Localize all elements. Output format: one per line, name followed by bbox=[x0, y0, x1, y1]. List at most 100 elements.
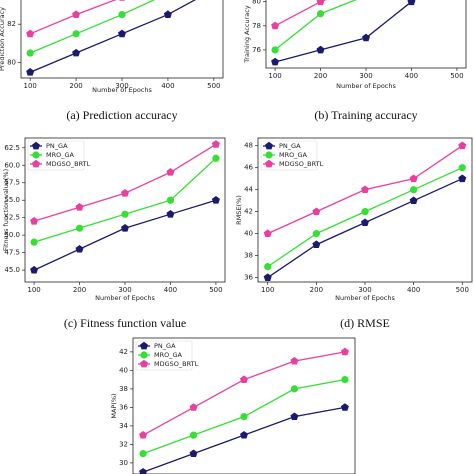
series-line bbox=[274, 0, 416, 63]
marker bbox=[312, 207, 321, 216]
marker bbox=[290, 356, 299, 365]
caption: (a) Prediction accuracy bbox=[66, 108, 177, 122]
legend-label: MRO_GA bbox=[279, 151, 308, 159]
marker bbox=[189, 449, 198, 458]
y-tick-label: 48 bbox=[244, 142, 253, 150]
marker bbox=[271, 57, 280, 66]
x-tick-label: 200 bbox=[314, 72, 327, 80]
marker bbox=[189, 403, 198, 411]
y-tick-label: 47.5 bbox=[4, 249, 20, 257]
axes-frame bbox=[257, 137, 473, 283]
y-tick-label: 44 bbox=[244, 186, 253, 194]
y-tick-label: 52.5 bbox=[4, 214, 20, 222]
marker bbox=[271, 46, 279, 54]
marker bbox=[75, 224, 84, 232]
marker bbox=[316, 10, 325, 18]
series-line bbox=[29, 0, 117, 35]
marker bbox=[340, 347, 349, 356]
series-line bbox=[267, 167, 463, 268]
chart: 45.0 47.5 50.0 52.5 55.0 57.5 60.0 62.5 100 200 30… bbox=[2, 137, 226, 330]
marker bbox=[30, 238, 38, 246]
y-tick-label: 45.0 bbox=[4, 266, 20, 274]
marker bbox=[271, 21, 280, 30]
x-tick-label: 100 bbox=[23, 82, 36, 90]
marker bbox=[265, 159, 273, 168]
x-axis-label: Number of Epochs bbox=[92, 86, 152, 94]
marker bbox=[362, 33, 370, 42]
axes-frame bbox=[20, 0, 224, 79]
marker bbox=[265, 151, 273, 159]
marker bbox=[139, 450, 147, 458]
y-tick-label: 42 bbox=[244, 208, 253, 216]
marker bbox=[240, 430, 248, 439]
x-tick-label: 500 bbox=[450, 72, 463, 80]
marker bbox=[30, 265, 39, 274]
x-tick-label: 100 bbox=[27, 286, 40, 294]
marker bbox=[316, 0, 325, 6]
x-tick-label: 100 bbox=[268, 72, 281, 80]
marker bbox=[121, 189, 129, 197]
legend-label: MRO_GA bbox=[46, 151, 75, 159]
y-tick-label: 34 bbox=[119, 422, 128, 430]
y-tick-label: 76 bbox=[252, 46, 261, 54]
marker bbox=[410, 186, 418, 194]
marker bbox=[458, 164, 466, 172]
x-tick-label: 300 bbox=[115, 82, 128, 90]
marker bbox=[72, 10, 81, 18]
marker bbox=[26, 68, 35, 76]
x-tick-label: 300 bbox=[358, 286, 371, 294]
series-line bbox=[274, 0, 357, 51]
x-tick-label: 500 bbox=[456, 286, 469, 294]
legend-box bbox=[135, 340, 193, 371]
y-tick-label: 62.5 bbox=[4, 144, 20, 152]
marker bbox=[211, 140, 220, 148]
x-tick-label: 200 bbox=[69, 82, 82, 90]
x-tick-label: 500 bbox=[207, 82, 220, 90]
y-tick-label: 82 bbox=[7, 20, 16, 28]
x-axis-label: Number of Epochs bbox=[95, 294, 155, 302]
plot-area bbox=[271, 0, 416, 66]
marker bbox=[409, 196, 418, 205]
marker bbox=[140, 341, 148, 350]
plot-area bbox=[26, 0, 197, 76]
marker bbox=[75, 203, 84, 211]
legend-label: PN_GA bbox=[154, 342, 176, 350]
marker bbox=[166, 209, 175, 218]
chart: 76 78 80 100 200 300 400 500 Number of Epochs Tra… bbox=[243, 0, 467, 122]
y-tick-label: 38 bbox=[244, 252, 253, 260]
y-tick-label: 80 bbox=[7, 59, 16, 67]
marker bbox=[361, 208, 369, 216]
marker bbox=[140, 359, 148, 368]
y-tick-label: 78 bbox=[252, 22, 261, 30]
marker bbox=[264, 263, 272, 271]
x-tick-label: 400 bbox=[161, 82, 174, 90]
marker bbox=[240, 375, 248, 384]
y-axis-label: Training Accuracy bbox=[243, 5, 251, 64]
marker bbox=[290, 385, 299, 393]
marker bbox=[32, 159, 40, 168]
x-axis-label: Number of Epochs bbox=[335, 294, 395, 302]
caption: (d) RMSE bbox=[340, 316, 390, 330]
chart: 36 38 40 42 44 46 48 100 200 300 400 500 PN_GAMRO_GA… bbox=[235, 137, 473, 330]
marker bbox=[458, 174, 467, 183]
series-line bbox=[267, 178, 463, 279]
axes-frame bbox=[24, 137, 226, 283]
caption: (c) Fitness function value bbox=[64, 316, 186, 330]
x-tick-label: 300 bbox=[359, 72, 372, 80]
series-line bbox=[29, 0, 156, 54]
plot-area bbox=[263, 141, 467, 281]
marker bbox=[32, 151, 40, 159]
x-tick-label: 200 bbox=[310, 286, 323, 294]
legend-label: MDGSO_BRTL bbox=[46, 160, 91, 168]
y-axis-label: Fitness function value(%) bbox=[2, 169, 10, 251]
marker bbox=[139, 467, 148, 474]
marker bbox=[121, 210, 129, 218]
marker bbox=[119, 0, 125, 1]
marker bbox=[139, 430, 148, 439]
marker bbox=[341, 376, 349, 384]
y-tick-label: 40 bbox=[119, 366, 128, 374]
